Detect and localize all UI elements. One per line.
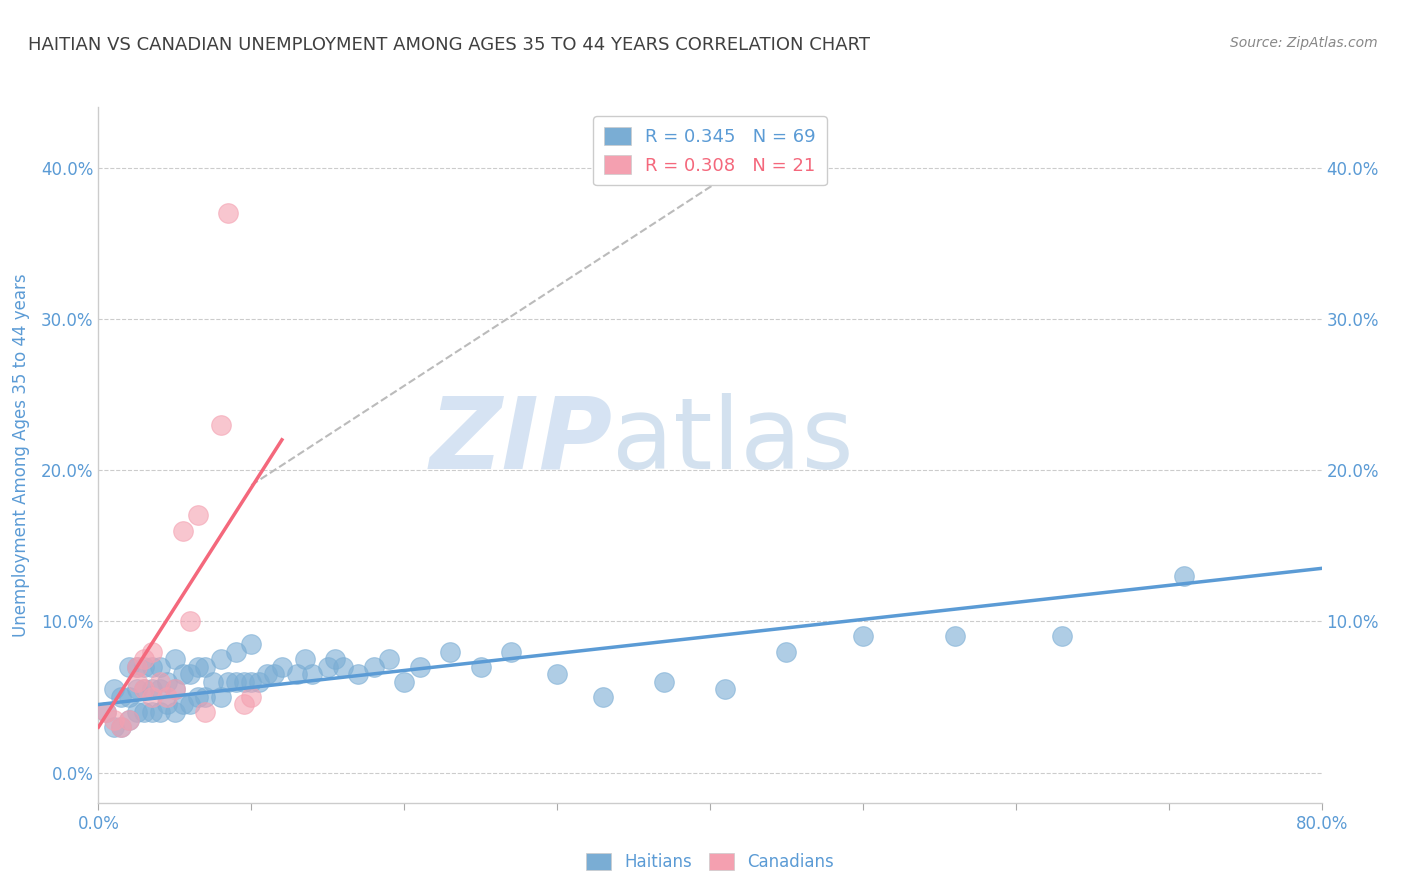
Point — [179, 615, 201, 629]
Text: HAITIAN VS CANADIAN UNEMPLOYMENT AMONG AGES 35 TO 44 YEARS CORRELATION CHART: HAITIAN VS CANADIAN UNEMPLOYMENT AMONG A… — [28, 36, 870, 54]
Y-axis label: Unemployment Among Ages 35 to 44 years: Unemployment Among Ages 35 to 44 years — [11, 273, 30, 637]
Point — [103, 720, 125, 734]
Point — [118, 690, 141, 704]
Point — [270, 659, 292, 673]
Point — [110, 690, 132, 704]
Point — [141, 659, 163, 673]
Point — [103, 713, 125, 727]
Point — [1050, 629, 1073, 643]
Point — [392, 674, 416, 689]
Point — [194, 659, 217, 673]
Point — [134, 682, 156, 697]
Point — [134, 705, 156, 719]
Point — [240, 637, 263, 651]
Point — [118, 713, 141, 727]
Point — [125, 682, 148, 697]
Point — [378, 652, 401, 666]
Point — [470, 659, 492, 673]
Point — [256, 667, 278, 681]
Point — [94, 705, 117, 719]
Point — [592, 690, 614, 704]
Point — [232, 698, 254, 712]
Point — [149, 659, 172, 673]
Point — [363, 659, 385, 673]
Point — [217, 674, 239, 689]
Point — [103, 682, 125, 697]
Point — [332, 659, 354, 673]
Point — [110, 720, 132, 734]
Point — [294, 652, 316, 666]
Legend: Haitians, Canadians: Haitians, Canadians — [579, 847, 841, 878]
Point — [187, 508, 209, 523]
Point — [714, 682, 737, 697]
Point — [546, 667, 568, 681]
Point — [240, 674, 263, 689]
Point — [172, 524, 194, 538]
Text: atlas: atlas — [612, 392, 853, 490]
Point — [202, 674, 225, 689]
Point — [118, 713, 141, 727]
Text: ZIP: ZIP — [429, 392, 612, 490]
Point — [110, 720, 132, 734]
Point — [125, 659, 148, 673]
Point — [172, 698, 194, 712]
Point — [141, 705, 163, 719]
Point — [125, 659, 148, 673]
Point — [347, 667, 370, 681]
Point — [775, 644, 797, 658]
Point — [285, 667, 308, 681]
Point — [163, 652, 186, 666]
Point — [194, 705, 217, 719]
Point — [217, 206, 239, 220]
Point — [134, 659, 156, 673]
Point — [187, 659, 209, 673]
Point — [141, 644, 163, 658]
Point — [501, 644, 523, 658]
Point — [172, 667, 194, 681]
Point — [1173, 569, 1195, 583]
Point — [263, 667, 285, 681]
Point — [134, 652, 156, 666]
Point — [209, 690, 232, 704]
Point — [141, 682, 163, 697]
Point — [240, 690, 263, 704]
Point — [156, 698, 179, 712]
Point — [943, 629, 966, 643]
Point — [652, 674, 675, 689]
Point — [301, 667, 323, 681]
Point — [225, 674, 247, 689]
Point — [149, 674, 172, 689]
Point — [187, 690, 209, 704]
Point — [163, 705, 186, 719]
Point — [408, 659, 430, 673]
Point — [149, 682, 172, 697]
Text: Source: ZipAtlas.com: Source: ZipAtlas.com — [1230, 36, 1378, 50]
Point — [94, 705, 117, 719]
Point — [141, 690, 163, 704]
Point — [179, 698, 201, 712]
Point — [225, 644, 247, 658]
Point — [439, 644, 461, 658]
Point — [149, 705, 172, 719]
Point — [156, 690, 179, 704]
Point — [209, 652, 232, 666]
Point — [325, 652, 347, 666]
Point — [125, 674, 148, 689]
Point — [232, 674, 254, 689]
Point — [118, 659, 141, 673]
Point — [179, 667, 201, 681]
Point — [316, 659, 339, 673]
Point — [163, 682, 186, 697]
Point — [134, 682, 156, 697]
Point — [209, 417, 232, 432]
Point — [194, 690, 217, 704]
Point — [125, 705, 148, 719]
Point — [247, 674, 270, 689]
Point — [852, 629, 875, 643]
Point — [163, 682, 186, 697]
Point — [156, 674, 179, 689]
